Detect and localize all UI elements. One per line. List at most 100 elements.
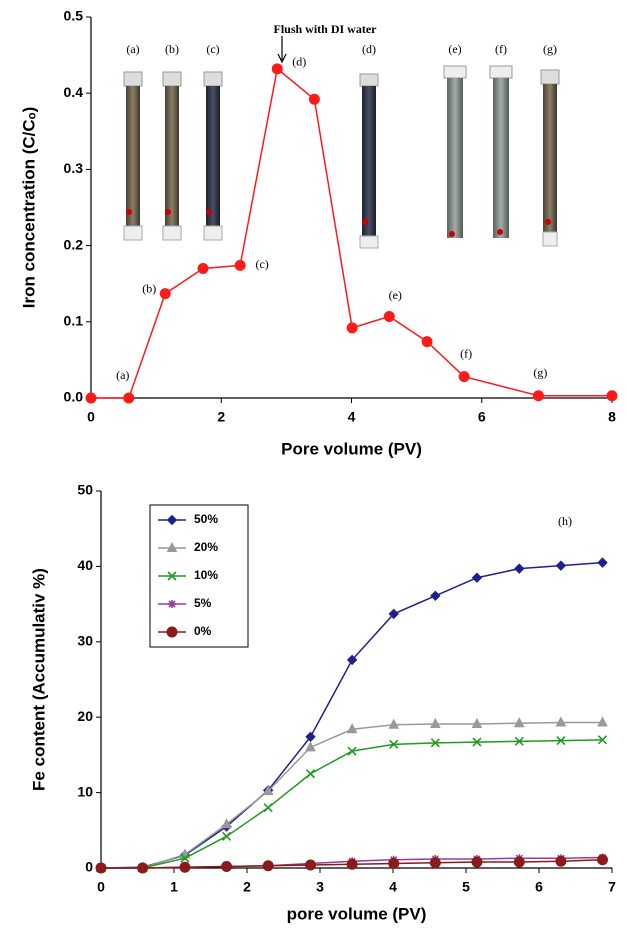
marker	[271, 63, 283, 75]
x-tick-label: 6	[535, 879, 543, 895]
marker	[388, 858, 400, 869]
y-tick-label: 20	[77, 708, 93, 724]
y-tick-label: 0.3	[64, 160, 84, 176]
marker	[95, 862, 107, 874]
series-line	[101, 739, 603, 869]
marker	[346, 858, 358, 870]
x-tick-label: 2	[217, 409, 225, 425]
marker	[347, 746, 357, 756]
marker	[346, 723, 358, 734]
point-label: (c)	[255, 257, 268, 271]
marker	[305, 769, 316, 779]
legend-label: 50%	[194, 512, 218, 526]
y-tick-label: 10	[77, 783, 93, 799]
y-axis-label: Fe content (Accumulativ %)	[29, 568, 48, 791]
x-tick-label: 6	[478, 409, 486, 425]
marker	[179, 861, 191, 873]
marker	[383, 311, 395, 322]
legend-label: 5%	[194, 596, 212, 610]
annotation: Flush with DI water	[273, 22, 377, 36]
marker	[471, 717, 483, 728]
legend-marker	[167, 571, 177, 581]
marker	[123, 392, 135, 404]
x-tick-label: 2	[243, 879, 251, 895]
marker	[513, 856, 525, 868]
point-label: (b)	[142, 281, 156, 295]
marker	[180, 853, 190, 863]
marker	[262, 860, 274, 872]
marker	[555, 716, 567, 727]
point-label: (g)	[533, 365, 547, 379]
photo-label: (e)	[448, 42, 461, 56]
photo-f	[489, 65, 513, 238]
y-tick-label: 0	[85, 859, 93, 875]
x-axis-label: Pore volume (PV)	[281, 439, 422, 458]
marker	[221, 831, 232, 841]
y-tick-label: 0.1	[64, 313, 84, 329]
point-label: (a)	[116, 368, 129, 382]
marker	[471, 856, 483, 868]
y-axis-label: Iron concentration (C/Cₒ)	[19, 107, 38, 309]
marker	[429, 857, 441, 869]
x-tick-label: 8	[608, 409, 616, 425]
marker	[262, 785, 274, 796]
point-label: (f)	[460, 346, 472, 360]
y-tick-label: 0.5	[64, 8, 84, 24]
annotation-arrow	[277, 36, 287, 64]
legend-marker	[166, 626, 178, 638]
point-label: (e)	[389, 288, 402, 302]
legend-marker	[166, 514, 178, 526]
point-label: (d)	[292, 55, 306, 69]
marker	[389, 739, 399, 749]
marker	[346, 654, 358, 666]
marker	[514, 736, 524, 746]
y-tick-label: 0.2	[64, 236, 84, 252]
photo-label: (f)	[495, 42, 507, 56]
marker	[305, 741, 316, 752]
marker	[197, 263, 209, 274]
x-tick-label: 5	[462, 879, 470, 895]
photo-b	[162, 71, 182, 241]
marker	[308, 93, 320, 105]
marker	[305, 859, 317, 871]
y-tick-label: 50	[77, 482, 93, 498]
x-tick-label: 1	[170, 879, 178, 895]
marker	[388, 718, 400, 729]
x-tick-label: 0	[97, 879, 105, 895]
marker	[263, 803, 273, 813]
x-tick-label: 4	[348, 409, 356, 425]
marker	[430, 738, 440, 748]
marker	[472, 737, 482, 747]
x-tick-label: 3	[316, 879, 324, 895]
marker	[421, 336, 433, 348]
photo-label: (b)	[165, 42, 179, 56]
marker	[234, 259, 246, 271]
marker	[514, 563, 525, 574]
marker	[597, 557, 608, 568]
legend-marker	[168, 600, 176, 608]
photo-label: (a)	[126, 42, 139, 56]
marker	[458, 371, 470, 383]
marker	[606, 390, 618, 402]
marker	[221, 861, 233, 872]
marker	[555, 560, 567, 571]
photo-label: (d)	[362, 42, 376, 56]
y-tick-label: 0.4	[64, 84, 84, 100]
photo-e	[443, 65, 467, 238]
photo-c	[203, 71, 223, 241]
column-photos	[123, 65, 560, 249]
marker	[513, 717, 525, 728]
marker	[159, 288, 171, 300]
legend-marker	[166, 541, 178, 552]
photo-label: (g)	[543, 42, 557, 56]
marker	[555, 855, 567, 867]
x-tick-label: 0	[87, 409, 95, 425]
y-tick-label: 0.0	[64, 389, 84, 405]
legend-label: 10%	[194, 568, 218, 582]
marker	[597, 716, 608, 727]
marker	[556, 736, 566, 746]
marker	[471, 572, 483, 583]
x-tick-label: 4	[389, 879, 397, 895]
legend-label: 0%	[194, 624, 212, 638]
